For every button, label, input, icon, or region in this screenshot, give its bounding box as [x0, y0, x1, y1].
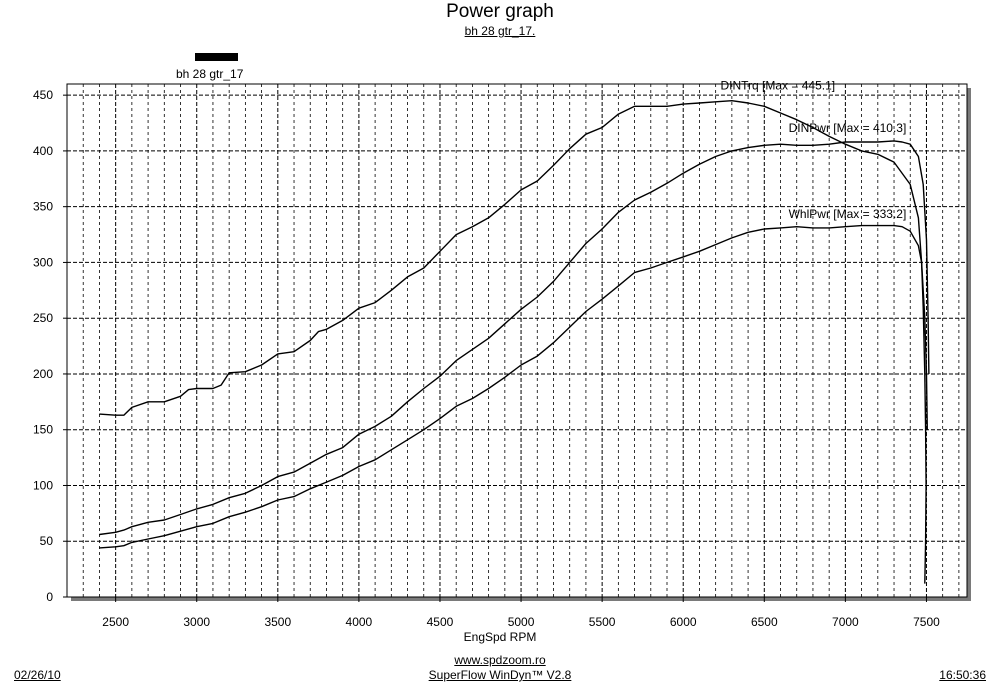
chart-title: Power graph [446, 1, 554, 22]
axis-ticks: 2500 3000 3500 4000 4500 5000 5500 6000 6500 7000… [33, 88, 940, 629]
x-tick-label: 5000 [508, 615, 535, 629]
series-label-dinpwr: DINPwr [Max = 410.3] [789, 121, 907, 135]
series-line-dintrq [99, 100, 928, 430]
footer-website[interactable]: www.spdzoom.ro [454, 653, 546, 667]
legend-label: bh 28 gtr_17 [176, 67, 244, 81]
series-line-whlpwr [99, 224, 927, 584]
plot-area [66, 83, 968, 598]
chart-subtitle-text: bh 28 gtr_17. [464, 24, 536, 38]
x-tick-label: 6000 [670, 615, 697, 629]
x-tick-label: 4000 [346, 615, 373, 629]
x-tick-label: 7000 [832, 615, 859, 629]
y-tick-label: 400 [33, 144, 53, 158]
x-tick-label: 4500 [427, 615, 454, 629]
footer-date: 02/26/10 [14, 668, 61, 682]
plot-frame [66, 83, 971, 601]
x-tick-label: 2500 [102, 615, 129, 629]
y-tick-label: 100 [33, 478, 53, 492]
x-tick-label: 3000 [183, 615, 210, 629]
grid [67, 84, 967, 597]
series-label-whlpwr: WhlPwr [Max = 333.2] [789, 207, 907, 221]
y-tick-label: 200 [33, 367, 53, 381]
series-group [99, 100, 930, 584]
y-tick-label: 450 [33, 88, 53, 102]
y-tick-label: 50 [40, 534, 54, 548]
x-tick-label: 3500 [264, 615, 291, 629]
series-line-dinpwr [99, 140, 930, 536]
series-label-dintrq: DINTrq [Max = 445.1] [721, 79, 836, 93]
chart-subtitle: bh 28 gtr_17. [0, 24, 1000, 38]
x-axis-label: EngSpd RPM [463, 630, 537, 644]
legend-swatch [195, 53, 238, 61]
y-tick-label: 150 [33, 423, 53, 437]
y-tick-label: 250 [33, 311, 53, 325]
x-tick-label: 5500 [589, 615, 616, 629]
x-tick-label: 7500 [913, 615, 940, 629]
footer-time: 16:50:36 [939, 668, 986, 682]
series-labels: DINTrq [Max = 445.1] DINPwr [Max = 410.3]… [721, 79, 907, 221]
y-tick-label: 0 [46, 590, 53, 604]
x-tick-label: 6500 [751, 615, 778, 629]
y-tick-label: 300 [33, 255, 53, 269]
y-tick-label: 350 [33, 200, 53, 214]
footer-software: SuperFlow WinDyn™ V2.8 [428, 668, 572, 682]
